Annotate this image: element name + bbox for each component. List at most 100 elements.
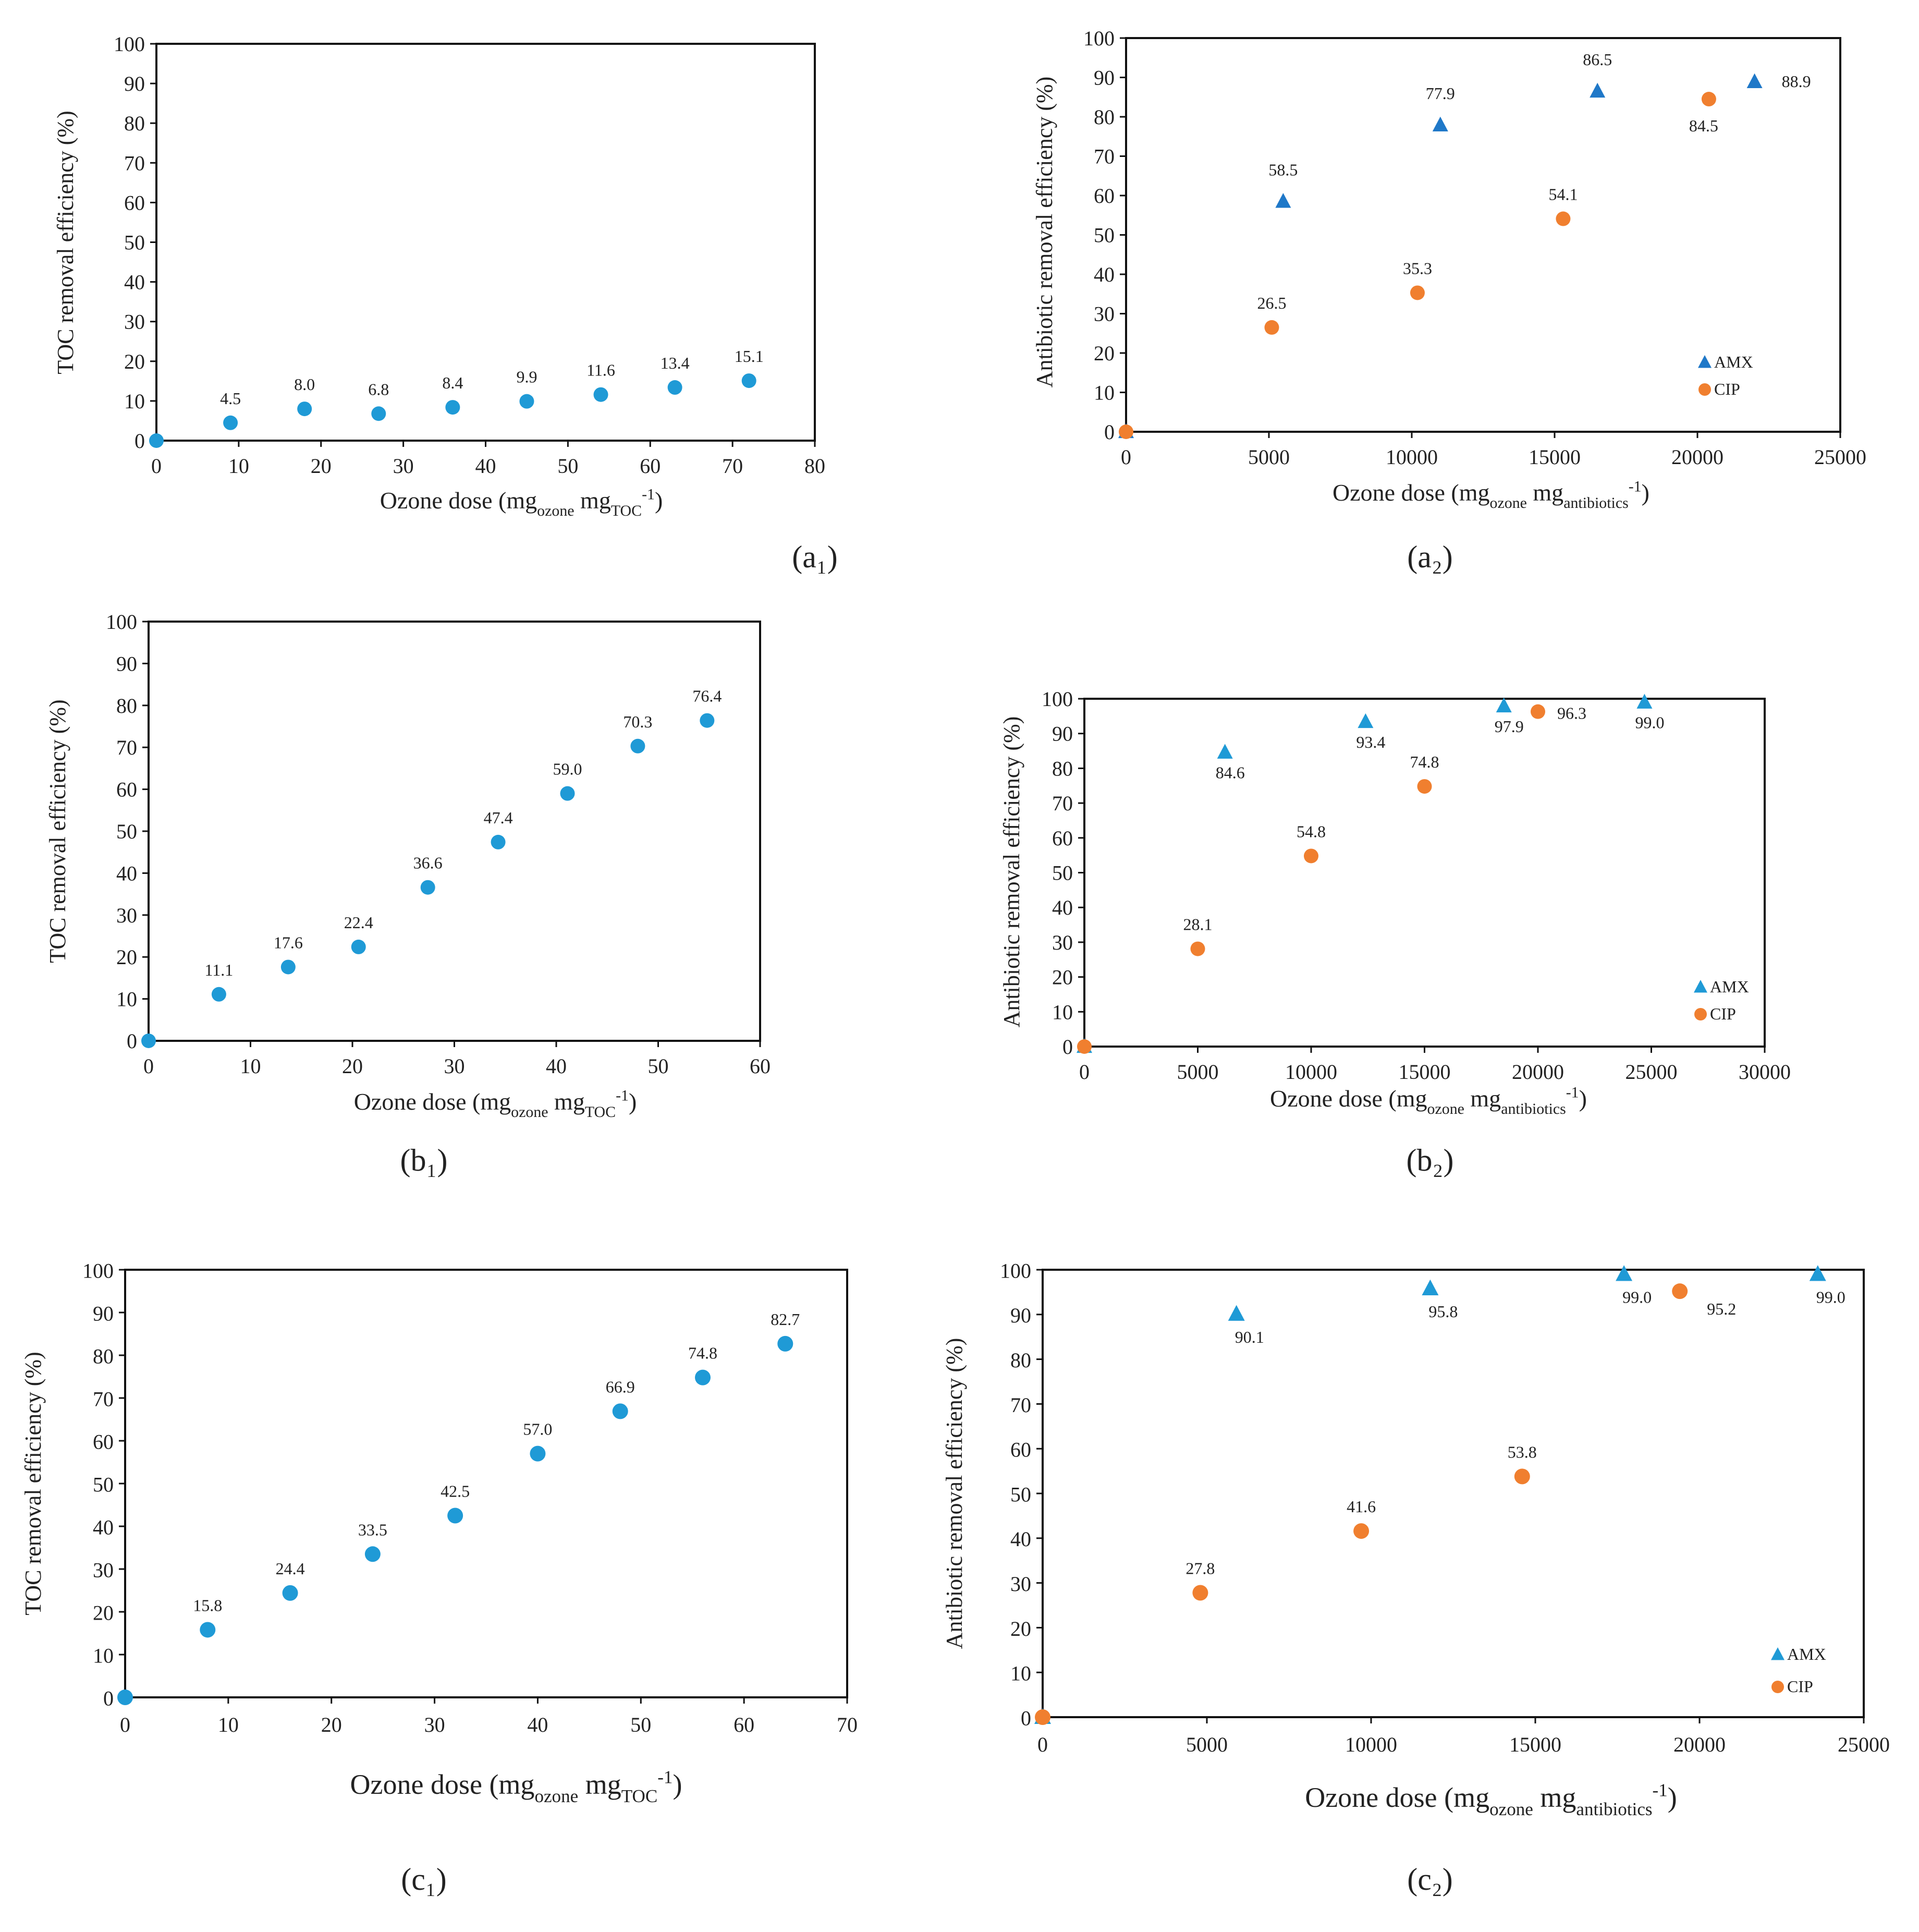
y-tick-label: 70 (1010, 1393, 1031, 1417)
panel-label: (c₂) (1407, 1862, 1453, 1897)
data-label: 90.1 (1235, 1328, 1264, 1346)
x-axis-label-sub2: TOC (621, 1786, 658, 1806)
data-point-amx (1590, 82, 1606, 98)
y-tick-label: 40 (1010, 1527, 1031, 1551)
x-axis-label: Ozone dose (mgozone mgantibiotics-1) (1270, 1084, 1587, 1117)
data-label: 96.3 (1557, 704, 1586, 723)
x-tick-label: 60 (750, 1054, 771, 1078)
x-tick-label: 20000 (1512, 1060, 1564, 1084)
x-tick-label: 10 (228, 454, 249, 478)
data-label: 28.1 (1183, 915, 1213, 934)
data-label: 11.1 (204, 961, 233, 979)
y-tick-label: 50 (93, 1473, 114, 1496)
data-label: 36.6 (413, 854, 443, 872)
y-tick-label: 10 (116, 988, 137, 1011)
data-point-cip (1514, 1468, 1530, 1485)
y-tick-label: 100 (1042, 687, 1073, 711)
y-axis-label: Antibiotic removal efficiency (%) (942, 1338, 967, 1649)
y-tick-label: 90 (124, 72, 145, 95)
x-tick-label: 70 (837, 1713, 858, 1736)
data-label: 88.9 (1782, 72, 1811, 91)
plot-frame (148, 621, 761, 1042)
y-tick-label: 50 (1010, 1483, 1031, 1506)
data-label: 95.8 (1428, 1302, 1458, 1321)
x-axis-label-sup: -1 (1629, 478, 1642, 495)
x-axis-label-pre: Ozone dose (mg (380, 487, 537, 514)
data-label: 4.5 (220, 389, 241, 408)
y-tick-label: 40 (124, 271, 145, 294)
x-axis-label: Ozone dose (mgozone mgTOC-1) (350, 1767, 682, 1806)
x-axis-label: Ozone dose (mgozone mgantibiotics-1) (1305, 1780, 1677, 1819)
y-tick-label: 40 (1052, 896, 1073, 919)
x-tick-label: 15000 (1399, 1060, 1451, 1084)
y-tick-label: 30 (116, 904, 137, 927)
y-tick-label: 90 (116, 652, 137, 675)
data-point-amx (1228, 1305, 1245, 1321)
x-axis-label-mid: mg (578, 1769, 621, 1800)
y-tick-label: 0 (103, 1686, 114, 1710)
data-point-toc (149, 433, 164, 448)
data-point-toc (630, 738, 645, 754)
data-point-amx (1275, 193, 1291, 208)
data-label: 70.3 (623, 712, 652, 731)
data-point-cip (1192, 1585, 1208, 1601)
y-tick-label: 100 (1000, 1259, 1031, 1282)
data-point-cip (1410, 285, 1425, 300)
x-axis-label-sub2: TOC (611, 502, 642, 519)
data-point-toc (777, 1335, 793, 1352)
data-label: 17.6 (274, 933, 303, 952)
data-point-toc (223, 415, 238, 430)
series-amx: 58.5 77.9 86.5 88.9 (1118, 50, 1811, 439)
data-point-toc (519, 394, 534, 409)
data-point-amx (1217, 744, 1233, 759)
y-tick-label: 30 (1010, 1572, 1031, 1596)
x-tick-label: 15000 (1529, 445, 1581, 469)
y-axis-label: TOC removal efficiency (%) (20, 1352, 46, 1615)
y-tick-label: 50 (116, 820, 137, 843)
legend-marker-cip (1698, 383, 1711, 396)
x-tick-label: 30 (444, 1054, 465, 1078)
x-axis-label-sub1: ozone (511, 1103, 548, 1121)
legend: AMX CIP (1694, 977, 1749, 1023)
x-axis-label-sup: -1 (657, 1767, 673, 1787)
y-tick-label: 20 (1052, 966, 1073, 989)
y-axis-label: TOC removal efficiency (%) (45, 699, 70, 963)
data-label: 84.5 (1689, 116, 1718, 135)
y-tick-label: 30 (1094, 302, 1115, 326)
chart-c1: 0 10 20 30 40 50 60 70 80 90 100 0 10 20 30 40 50 60 70 TOC… (20, 1259, 858, 1897)
x-tick-label: 60 (734, 1713, 754, 1736)
plot-frame (1083, 698, 1766, 1048)
x-axis-label-sub1: ozone (537, 502, 574, 519)
x-axis-label-pre: Ozone dose (mg (1333, 479, 1489, 506)
x-tick-label: 10000 (1345, 1733, 1397, 1756)
data-label: 47.4 (484, 808, 513, 827)
y-tick-label: 30 (93, 1558, 114, 1582)
data-point-toc (351, 939, 366, 954)
legend-entry: AMX (1710, 977, 1749, 996)
y-tick-label: 90 (1094, 66, 1115, 90)
y-tick-label: 20 (124, 350, 145, 373)
y-tick-label: 70 (1052, 792, 1073, 815)
y-tick-label: 60 (1094, 184, 1115, 208)
y-tick-label: 80 (124, 112, 145, 135)
data-point-cip (1119, 424, 1133, 439)
x-tick-label: 20000 (1673, 1733, 1726, 1756)
data-label: 99.0 (1622, 1288, 1652, 1307)
y-tick-label: 10 (1052, 1000, 1073, 1024)
y-tick-label: 80 (93, 1344, 114, 1368)
x-tick-label: 30000 (1739, 1060, 1791, 1084)
x-axis-label-sub1: ozone (1489, 1799, 1533, 1819)
chart-c2: 0 10 20 30 40 50 60 70 80 90 100 0 5000 10000 15000 200… (942, 1259, 1890, 1897)
data-point-toc (491, 834, 506, 849)
data-label: 84.6 (1216, 763, 1245, 782)
data-point-amx (1636, 694, 1653, 709)
y-tick-label: 100 (106, 610, 137, 634)
data-point-toc (741, 373, 756, 388)
y-tick-label: 90 (1052, 722, 1073, 746)
series-toc: 4.5 8.0 6.8 8.4 9.9 11.6 13.4 15.1 (149, 347, 764, 448)
data-point-toc (420, 880, 435, 895)
data-label: 95.2 (1707, 1299, 1736, 1318)
data-point-toc (612, 1403, 628, 1419)
panel-label: (b₁) (400, 1143, 448, 1177)
x-tick-label: 10 (218, 1713, 239, 1736)
